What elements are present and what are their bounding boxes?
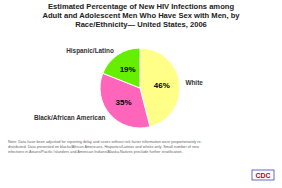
- note-line: distributed. Data presented on blacks/Af…: [8, 145, 199, 149]
- title-line: Race/Ethnicity— United States, 2006: [75, 20, 207, 29]
- category-label: White: [185, 79, 203, 86]
- note: Note: Data have been adjusted for report…: [8, 140, 203, 154]
- title: Estimated Percentage of New HIV Infectio…: [42, 2, 240, 29]
- data-label: 19%: [120, 65, 136, 74]
- data-label: 35%: [115, 98, 131, 107]
- title-line: Estimated Percentage of New HIV Infectio…: [48, 2, 234, 11]
- category-label: Black/African American: [34, 114, 106, 121]
- logo-box: [252, 170, 274, 180]
- category-label: Hispanic/Latino: [66, 47, 114, 55]
- pie: [100, 48, 180, 128]
- note-line: Note: Data have been adjusted for report…: [8, 140, 203, 144]
- note-line: infections in Asians/Pacific Islanders a…: [8, 150, 183, 154]
- logo-text: CDC: [255, 172, 270, 179]
- title-line: Adult and Adolescent Men Who Have Sex wi…: [42, 11, 240, 20]
- chart: Estimated Percentage of New HIV Infectio…: [0, 0, 282, 188]
- data-label: 46%: [154, 81, 170, 90]
